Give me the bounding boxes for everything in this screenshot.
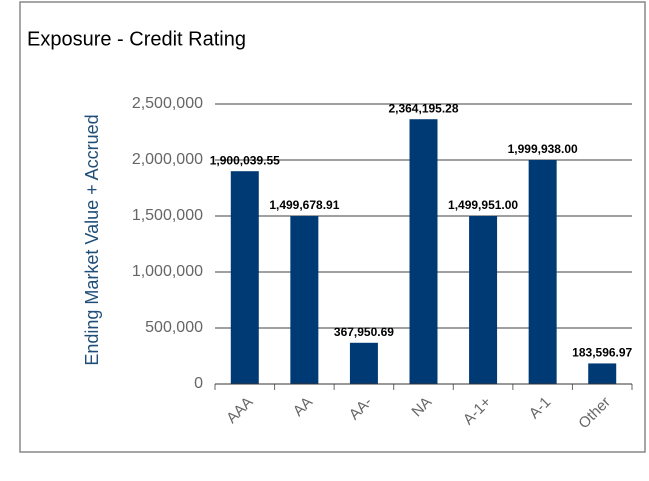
value-label: 367,950.69 <box>334 325 394 339</box>
value-label: 1,999,938.00 <box>508 142 578 156</box>
value-label: 2,364,195.28 <box>388 101 458 115</box>
chart-title: Exposure - Credit Rating <box>27 28 246 50</box>
bar <box>290 216 319 384</box>
value-label: 1,499,678.91 <box>269 198 339 212</box>
bar <box>349 342 378 384</box>
bar <box>230 171 259 384</box>
bar <box>469 216 498 384</box>
y-tick-label: 1,000,000 <box>132 263 203 280</box>
y-tick-label: 1,500,000 <box>132 207 203 224</box>
value-label: 1,900,039.55 <box>210 153 280 167</box>
value-label: 1,499,951.00 <box>448 198 518 212</box>
bar <box>588 363 617 384</box>
y-tick-label: 2,000,000 <box>132 151 203 168</box>
y-tick-label: 2,500,000 <box>132 95 203 112</box>
y-tick-label: 0 <box>194 375 203 392</box>
y-tick-label: 500,000 <box>145 319 203 336</box>
y-axis-label: Ending Market Value + Accrued <box>82 114 102 365</box>
bar <box>409 119 438 384</box>
bar <box>528 160 557 384</box>
value-label: 183,596.97 <box>572 346 632 360</box>
